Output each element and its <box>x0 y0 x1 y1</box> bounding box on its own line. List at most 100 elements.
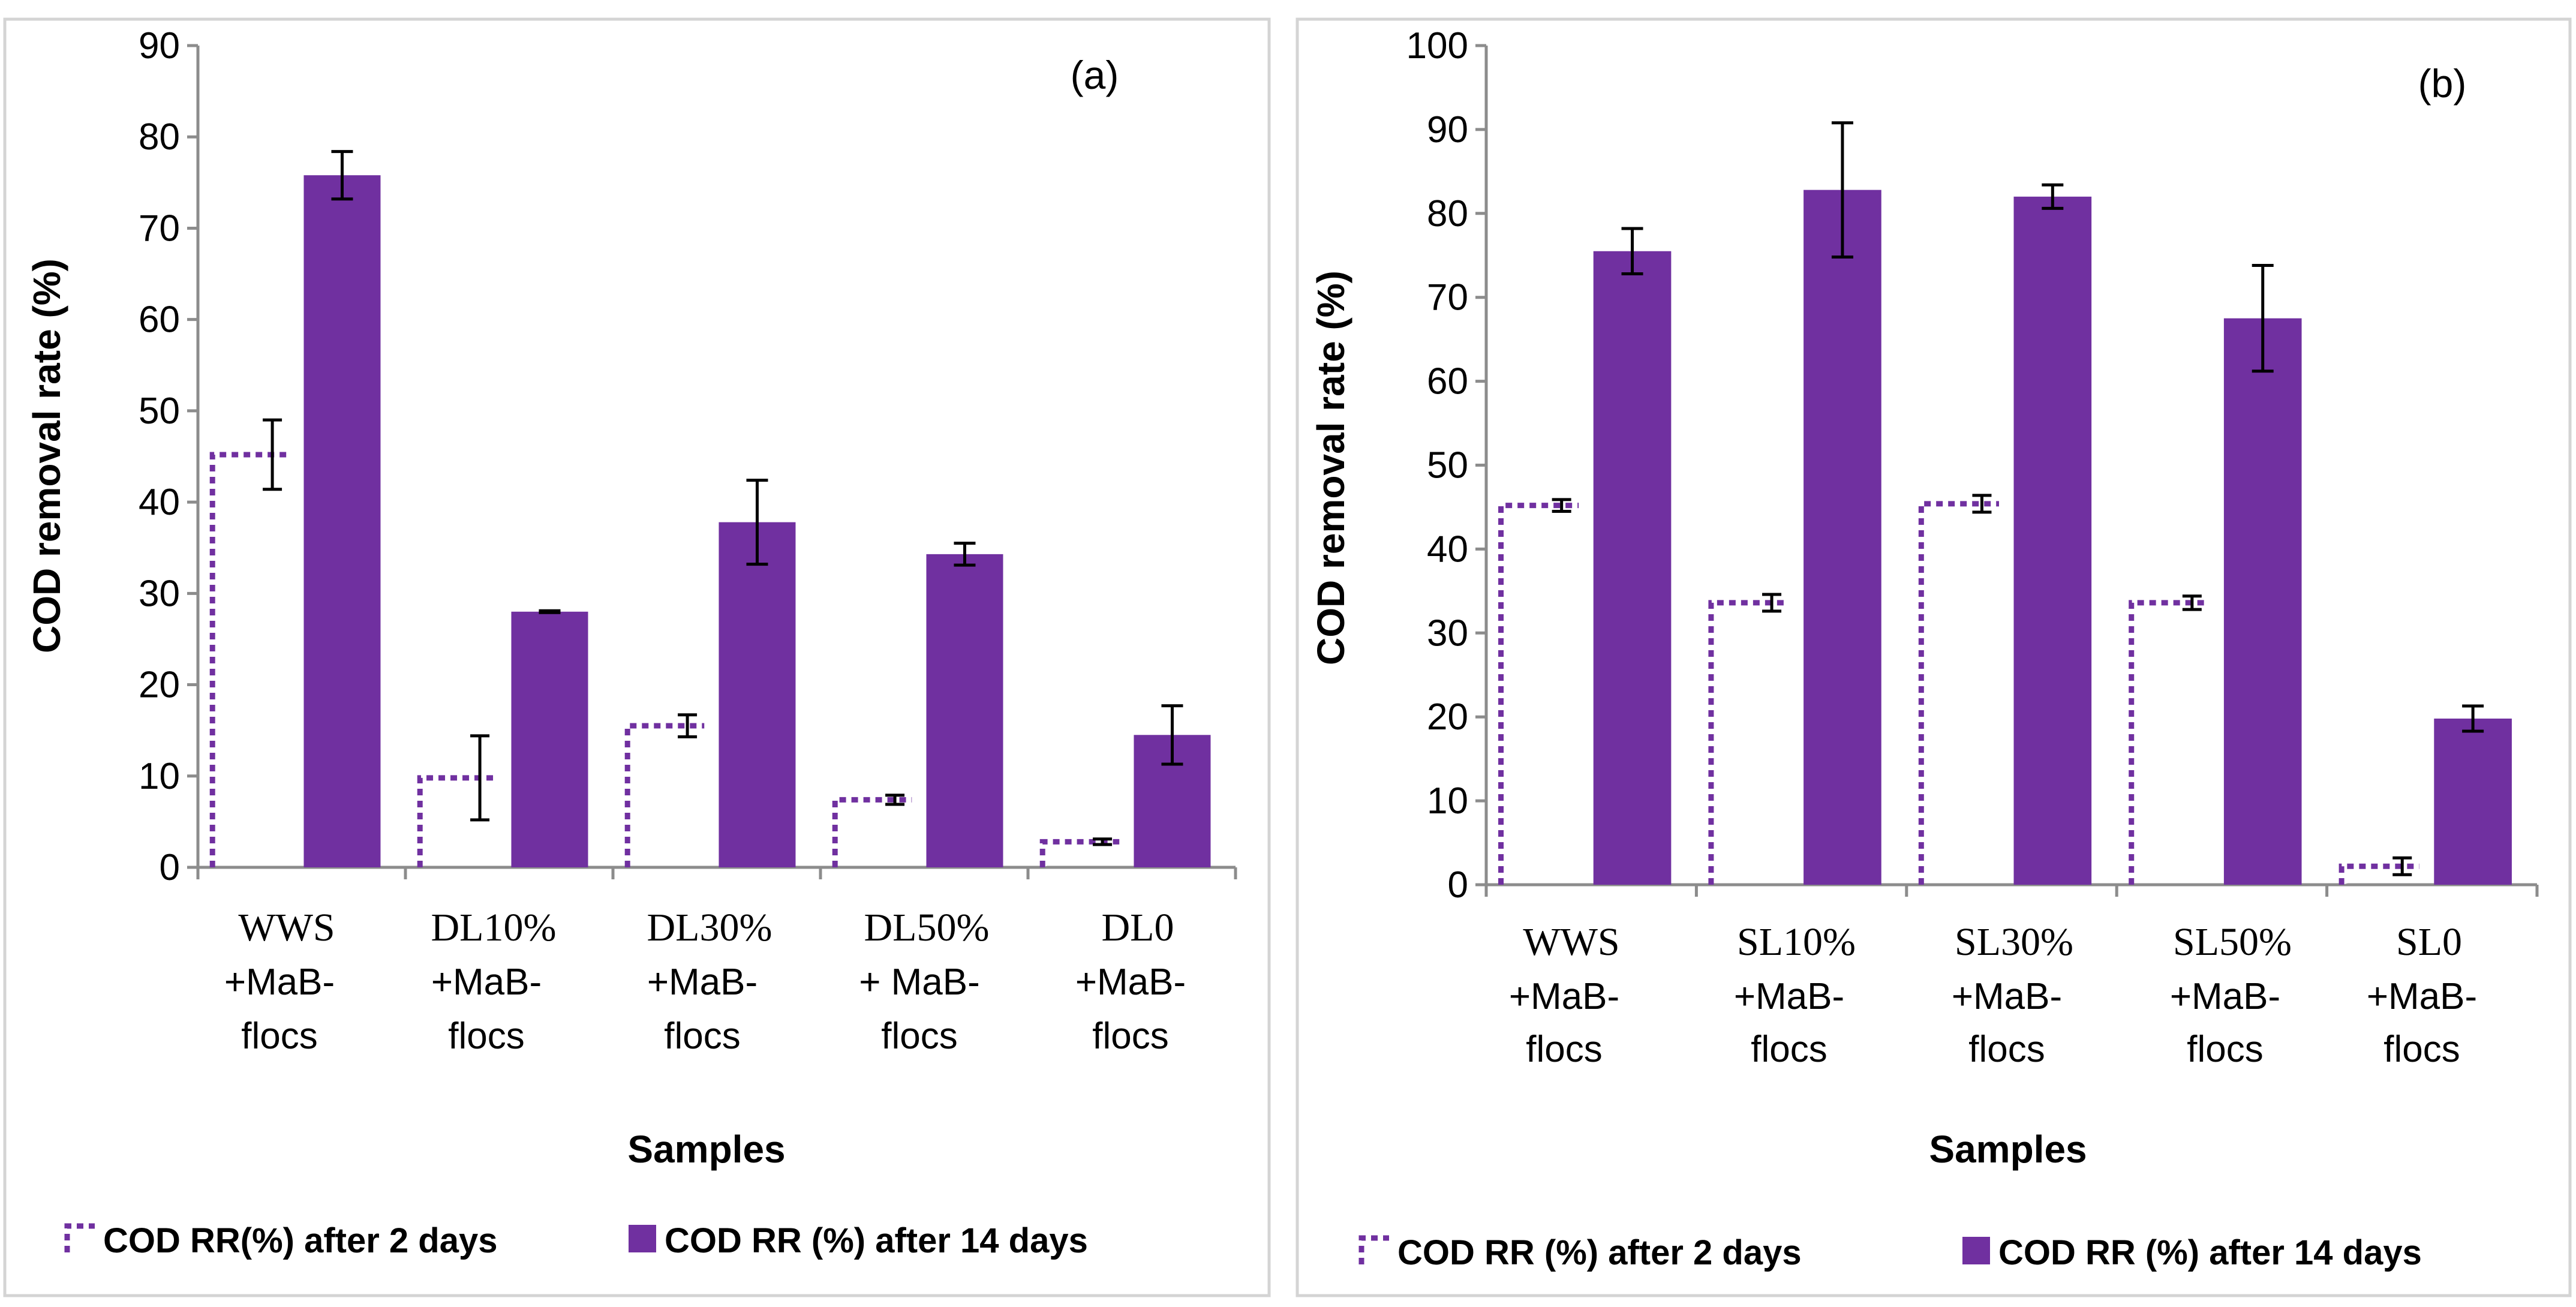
panel-b-category-label: SL30% <box>1955 920 2073 964</box>
panel-a-legend-label-2day: COD RR(%) after 2 days <box>103 1221 497 1260</box>
panel-b-y-tick-label: 30 <box>1427 612 1468 654</box>
panel-a-y-tick-label: 20 <box>139 665 180 706</box>
panel-a-category-label: DL30% <box>647 906 773 950</box>
panel-a-bar-2day <box>624 723 705 867</box>
panel-b-errorbar-14day <box>1831 121 1853 259</box>
panel-a-category-label: +MaB- <box>224 962 335 1003</box>
panel-a-y-tick-label: 0 <box>160 847 180 888</box>
panel-a-y-tick-label: 70 <box>139 208 180 249</box>
panel-b-errorbar-2day <box>1762 593 1782 613</box>
panel-a-bar-14day <box>719 522 796 867</box>
panel-b-chart: 0 10 20 30 40 50 60 70 80 90 100 WWS +MaB-flocs SL10%… <box>1309 25 2539 1272</box>
panel-a-legend: COD RR(%) after 2 days COD RR (%) after 1… <box>64 1221 1088 1260</box>
panel-a-y-tick-label: 60 <box>139 299 180 341</box>
panel-b-legend-label-2day: COD RR (%) after 2 days <box>1397 1233 1802 1272</box>
panel-a-y-tick-label: 30 <box>139 573 180 614</box>
panel-b-y-axis-title: COD removal rate (%) <box>1309 271 1352 665</box>
panel-a-errorbar-14day <box>331 150 353 201</box>
panel-a-frame <box>3 17 1271 1297</box>
panel-a-errorbar-14day <box>1161 704 1183 766</box>
panel-a-x-axis-title: Samples <box>627 1128 785 1171</box>
panel-b-category-label: WWS <box>1523 920 1619 964</box>
panel-a-errorbar-2day <box>470 734 490 822</box>
panel-b-errorbar-2day <box>1552 498 1571 513</box>
panel-b-y-tick-label: 40 <box>1427 528 1468 570</box>
panel-b-errorbar-14day <box>1621 227 1643 276</box>
panel-a-y-axis-title: COD removal rate (%) <box>25 259 68 653</box>
panel-a-category-label: flocs <box>241 1015 317 1057</box>
panel-b-bar-2day <box>1498 503 1579 885</box>
panel-b-category-label: SL10% <box>1737 920 1856 964</box>
panel-a-panel-tag: (a) <box>1071 53 1119 97</box>
panel-a-bar-2day <box>1039 839 1120 867</box>
panel-a-bar-2day <box>417 775 497 867</box>
panel-b-y-tick-label: 90 <box>1427 109 1468 151</box>
panel-b-bar-2day <box>1918 501 1999 885</box>
panel-b-errorbar-14day <box>2042 183 2064 210</box>
panel-b-category-label: flocs <box>1968 1029 2045 1070</box>
panel-b-category-label: +MaB- <box>1734 976 1844 1017</box>
panel-b-y-tick-label: 10 <box>1427 780 1468 822</box>
panel-b-bar-14day <box>1803 190 1881 885</box>
panel-b-category-label: +MaB- <box>1952 976 2062 1017</box>
panel-b-category-label: +MaB- <box>2170 976 2280 1017</box>
panel-b-bar-2day <box>2129 600 2210 885</box>
panel-b-category-label: flocs <box>1526 1029 1602 1070</box>
panel-b-legend-swatch-2day <box>1358 1235 1389 1264</box>
panel-a-y-tick-label: 40 <box>139 482 180 523</box>
panel-a-y-tick-label: 80 <box>139 116 180 158</box>
panel-a-bar-14day <box>926 554 1003 867</box>
panel-a-chart: 0 10 20 30 40 50 60 70 80 90 WWS +MaB-flocs DL10% +Ma… <box>25 25 1237 1260</box>
panel-b-bar-14day <box>2223 318 2302 885</box>
panel-a-errorbar-14day <box>746 479 768 566</box>
panel-a-bar-2day <box>209 452 290 867</box>
panel-b-errorbar-14day <box>2462 704 2484 733</box>
panel-a-category-label: flocs <box>448 1015 524 1057</box>
panel-a-category-label: +MaB- <box>1075 962 1186 1003</box>
panel-a-category-label: flocs <box>881 1015 957 1057</box>
panel-b-errorbar-2day <box>1972 494 1992 514</box>
panel-b-bar-14day <box>1593 251 1672 885</box>
panel-a-errorbar-2day <box>678 713 698 738</box>
panel-a-category-label: + MaB- <box>859 962 980 1003</box>
panel-a-errorbar-2day <box>1093 837 1113 846</box>
panel-a-bar-2day <box>832 797 912 867</box>
panel-a-category-label: WWS <box>238 906 335 950</box>
panel-b-legend: COD RR (%) after 2 days COD RR (%) after … <box>1358 1233 2422 1272</box>
panel-b-x-axis-title: Samples <box>1929 1128 2087 1171</box>
panel-b-bar-14day <box>2434 718 2512 885</box>
panel-b-errorbar-2day <box>2392 856 2412 876</box>
panel-b-category-label: SL0 <box>2396 920 2462 964</box>
panel-b-y-tick-label: 50 <box>1427 445 1468 486</box>
panel-b-y-tick-label: 100 <box>1406 25 1468 67</box>
panel-b-category-label: SL50% <box>2173 920 2292 964</box>
panel-b-bar-14day <box>2013 196 2092 885</box>
panel-a-legend-label-14day: COD RR (%) after 14 days <box>665 1221 1088 1260</box>
panel-b-bar-2day <box>2338 863 2419 885</box>
panel-b-category-label: +MaB- <box>2367 976 2477 1017</box>
panel-b-bar-2day <box>1708 600 1789 885</box>
panel-a-errorbar-14day <box>539 609 561 614</box>
panel-a-errorbar-2day <box>263 418 282 491</box>
panel-a-category-label: DL0 <box>1102 906 1174 950</box>
panel-a-errorbar-2day <box>885 794 905 806</box>
panel-b-y-tick-label: 20 <box>1427 696 1468 738</box>
panel-b-category-label: +MaB- <box>1509 976 1619 1017</box>
panel-a-errorbar-14day <box>954 542 976 567</box>
panel-a-bar-14day <box>303 175 381 868</box>
panel-b-category-label: flocs <box>2187 1029 2263 1070</box>
panel-a-y-tick-label: 90 <box>139 25 180 67</box>
panel-a-category-label: flocs <box>664 1015 740 1057</box>
panel-a-category-label: DL10% <box>431 906 557 950</box>
panel-a-category-label: +MaB- <box>647 962 758 1003</box>
panel-b-panel-tag: (b) <box>2418 61 2467 106</box>
panel-a-bar-14day <box>511 611 588 867</box>
panel-b-y-tick-label: 60 <box>1427 361 1468 402</box>
panel-a-category-label: DL50% <box>864 906 990 950</box>
panel-b-y-tick-label: 70 <box>1427 277 1468 319</box>
panel-a-category-label: flocs <box>1092 1015 1168 1057</box>
panel-a-legend-swatch-2day <box>64 1223 95 1252</box>
panel-b-y-tick-label: 80 <box>1427 193 1468 235</box>
panel-b-errorbar-2day <box>2182 594 2202 611</box>
